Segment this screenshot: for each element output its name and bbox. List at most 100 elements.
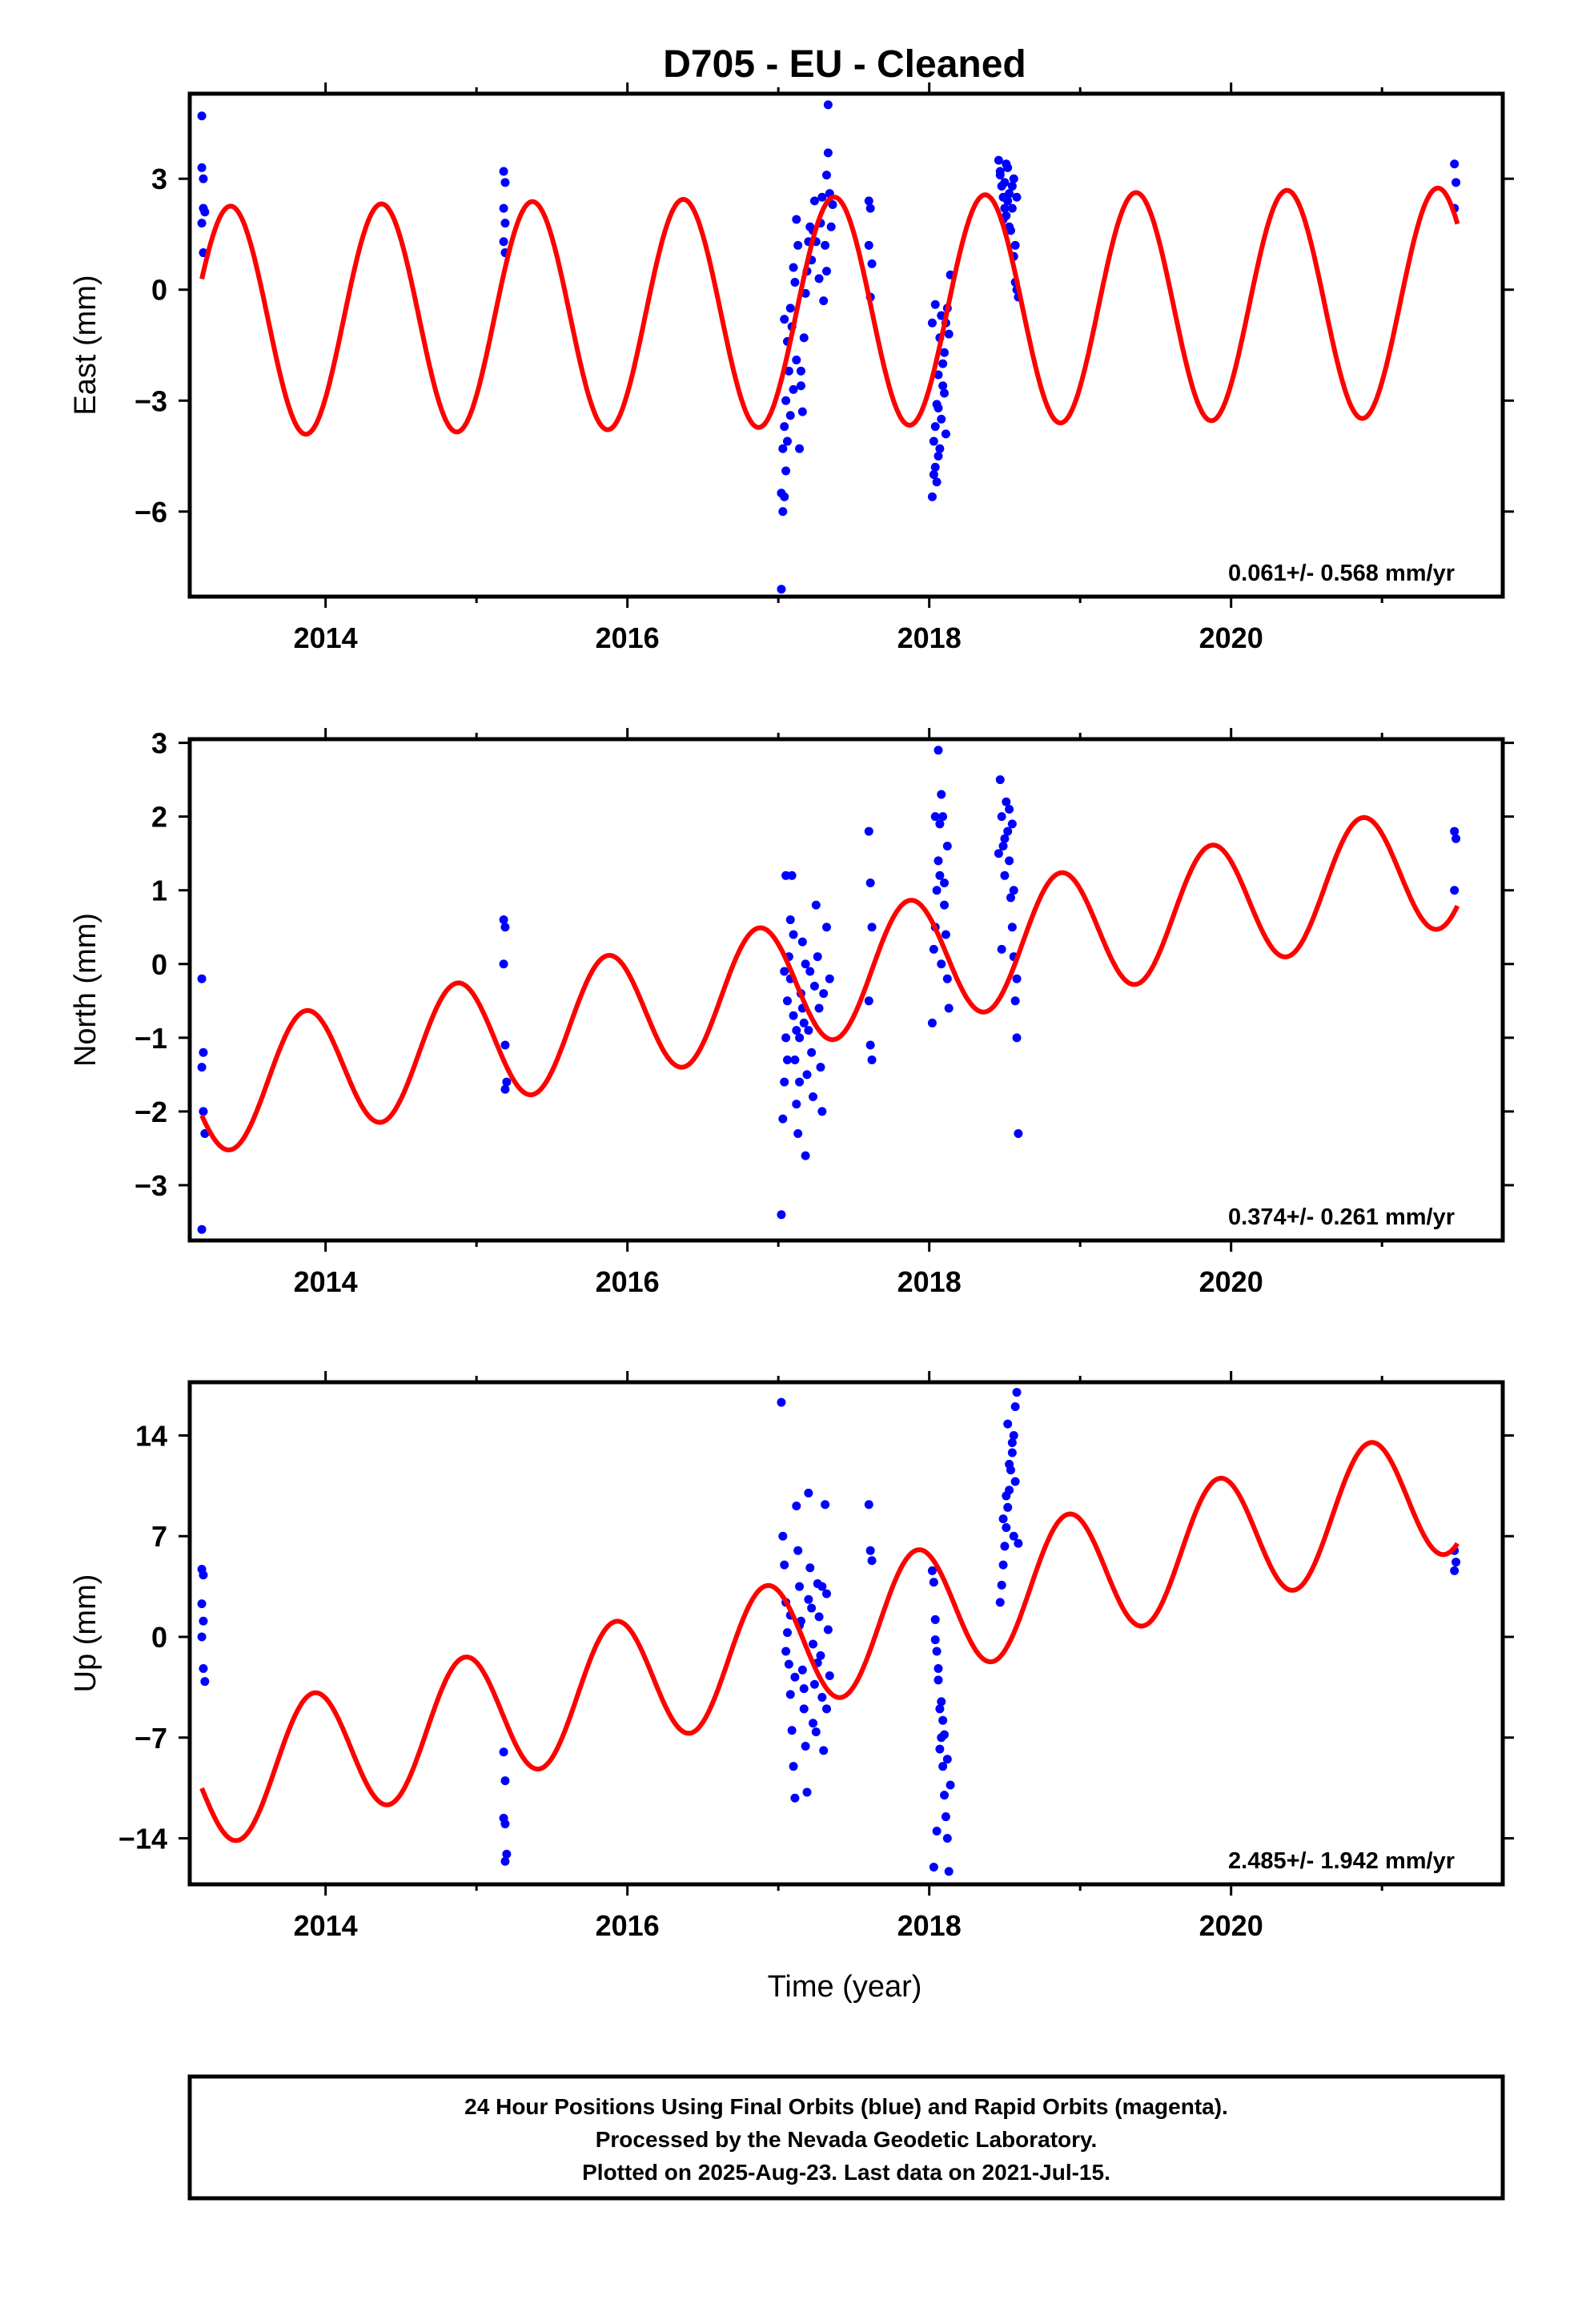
data-point — [940, 1791, 950, 1800]
y-tick-label: 2 — [151, 801, 167, 834]
data-point — [813, 952, 822, 962]
data-point — [941, 429, 950, 439]
data-point — [197, 1224, 207, 1234]
y-tick-label: −7 — [135, 1722, 167, 1755]
data-point — [199, 1570, 208, 1580]
x-tick-label: 2020 — [1199, 621, 1263, 654]
data-point — [785, 1690, 795, 1699]
x-tick-label: 2014 — [294, 1265, 358, 1298]
data-point — [927, 1566, 937, 1575]
y-tick-label: −3 — [135, 1169, 167, 1202]
data-point — [816, 1063, 825, 1072]
data-point — [1000, 870, 1010, 880]
data-point — [790, 1672, 800, 1682]
data-point — [932, 886, 942, 895]
data-point — [793, 1546, 803, 1555]
data-point — [1007, 1437, 1017, 1447]
data-point — [1452, 834, 1461, 843]
data-point — [789, 930, 798, 939]
data-point — [197, 1063, 207, 1072]
x-axis-title: Time (year) — [768, 1970, 922, 2004]
data-point — [929, 1578, 938, 1587]
data-point — [805, 1563, 815, 1573]
footer-box — [187, 2074, 1505, 2201]
data-point — [934, 1675, 943, 1685]
data-point — [1010, 996, 1020, 1006]
data-point — [821, 267, 831, 276]
data-point — [821, 171, 831, 180]
data-point — [817, 1692, 827, 1702]
data-point — [781, 870, 791, 880]
data-point — [787, 1726, 797, 1735]
data-point — [937, 790, 946, 799]
data-point — [1006, 893, 1015, 903]
data-point — [1010, 1402, 1020, 1412]
data-point — [499, 203, 508, 213]
data-point — [499, 959, 508, 969]
data-point — [782, 1055, 792, 1064]
data-point — [777, 489, 786, 498]
data-point — [778, 1531, 788, 1541]
data-point — [1003, 826, 1013, 836]
data-point — [802, 1070, 812, 1080]
data-point — [864, 996, 873, 1006]
y-tick-label: 7 — [151, 1520, 167, 1553]
data-point — [499, 237, 508, 247]
data-point — [197, 1599, 207, 1609]
data-point — [828, 200, 837, 210]
data-point — [1002, 159, 1011, 169]
x-tick-label: 2018 — [897, 1909, 962, 1942]
y-tick-label: −3 — [135, 384, 167, 417]
data-point — [780, 967, 789, 976]
data-point — [1014, 1129, 1023, 1139]
data-point — [807, 1047, 817, 1057]
y-tick-label: 14 — [135, 1419, 167, 1452]
data-point — [865, 1040, 875, 1050]
data-point — [789, 1762, 798, 1771]
data-point — [789, 384, 798, 394]
data-point — [200, 1677, 210, 1687]
data-point — [1005, 189, 1014, 199]
x-tick-label: 2014 — [294, 1909, 358, 1942]
data-point — [199, 1664, 208, 1674]
data-point — [932, 1827, 942, 1836]
data-point — [780, 315, 789, 324]
data-point — [938, 812, 948, 822]
data-point — [199, 1107, 208, 1116]
data-point — [789, 1011, 798, 1020]
data-point — [997, 944, 1006, 954]
data-point — [780, 1560, 789, 1570]
data-point — [864, 240, 873, 250]
data-point — [199, 1616, 208, 1626]
plot-frame — [187, 1380, 1505, 1887]
data-point — [940, 1730, 950, 1739]
data-point — [867, 1556, 877, 1566]
footer-line-2: Processed by the Nevada Geodetic Laborat… — [596, 2127, 1098, 2152]
data-point — [785, 304, 795, 313]
data-point — [1009, 886, 1018, 895]
y-tick-label: 3 — [151, 163, 167, 195]
data-point — [1000, 834, 1010, 843]
y-tick-label: −14 — [118, 1823, 167, 1856]
data-point — [792, 1100, 801, 1109]
data-point — [792, 355, 801, 364]
data-point — [797, 407, 807, 416]
data-point — [809, 1679, 819, 1689]
x-tick-label: 2018 — [897, 1265, 962, 1298]
data-point — [500, 1819, 510, 1829]
y-tick-label: 3 — [151, 727, 167, 760]
data-point — [1002, 1491, 1011, 1501]
data-point — [782, 996, 792, 1006]
data-point — [781, 466, 791, 476]
data-point — [1010, 1477, 1020, 1486]
y-tick-label: 0 — [151, 948, 167, 981]
data-point — [781, 1647, 791, 1656]
data-point — [799, 1018, 809, 1027]
plot-area — [197, 1388, 1461, 1876]
data-point — [500, 178, 510, 187]
data-point — [821, 1589, 831, 1598]
panel-up: 2014 2016 2018 2020 14 7 0 −7 −14 Up (mm) 2.485+/-… — [69, 1371, 1514, 1942]
x-tick-label: 2020 — [1199, 1265, 1263, 1298]
data-point — [197, 219, 207, 228]
data-point — [811, 1727, 821, 1737]
